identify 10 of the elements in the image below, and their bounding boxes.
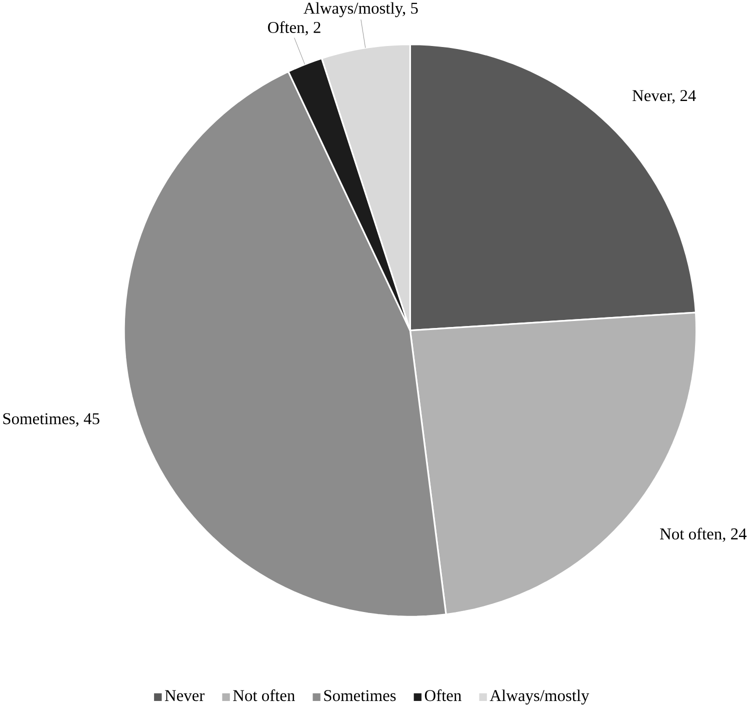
data-label: Never, 24: [632, 90, 696, 104]
data-label: Not often, 24: [660, 528, 747, 542]
data-label: Always/mostly, 5: [304, 2, 418, 18]
legend-label: Always/mostly: [490, 690, 590, 705]
legend-label: Sometimes: [324, 690, 396, 702]
data-label: Sometimes, 45: [3, 413, 100, 427]
legend-label: Never: [164, 690, 205, 702]
data-label: Often, 2: [268, 21, 320, 36]
legend-label: Not often: [233, 689, 295, 702]
legend-label: Often: [424, 689, 462, 702]
